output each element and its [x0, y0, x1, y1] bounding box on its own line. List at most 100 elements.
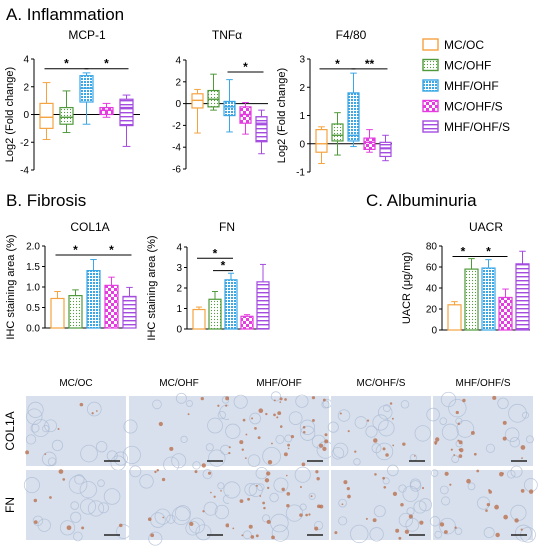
box-mc_ohf	[59, 106, 74, 125]
stain-spot	[398, 536, 402, 540]
y-tick-label: 2	[175, 77, 181, 88]
tissue-structure	[398, 484, 407, 493]
tissue-structure	[25, 434, 37, 445]
fn-bar-chart: FN IHC staining area (%) 4 3 2 1 0 **	[146, 220, 270, 341]
stain-spot	[118, 523, 123, 528]
y-tick-label: 2.0	[26, 242, 40, 253]
micrograph-panel	[229, 396, 329, 466]
y-tick-label: 0.5	[26, 303, 40, 314]
tissue-structure	[186, 400, 193, 407]
stain-spot	[244, 457, 247, 460]
tissue-structure	[440, 391, 457, 408]
stain-spot	[311, 396, 316, 400]
stain-spot	[267, 459, 273, 465]
stain-spot	[502, 472, 504, 475]
legend-swatch	[422, 79, 439, 92]
stain-spot	[250, 535, 255, 539]
y-tick-label: 2	[299, 83, 305, 94]
tissue-structure	[294, 466, 311, 483]
stain-spot	[239, 499, 244, 503]
stain-spot	[395, 528, 400, 533]
y-tick-label: 40	[426, 284, 438, 295]
tissue-structure	[483, 527, 495, 539]
stain-spot	[228, 452, 231, 455]
bar-mc_ohf	[208, 298, 222, 330]
chart-title: F4/80	[336, 28, 367, 42]
legend-swatch	[422, 120, 439, 133]
micrograph-column-label: MC/OHF/S	[357, 378, 406, 389]
box-mc_ohf	[331, 123, 344, 142]
bar-mc_ohf_s	[104, 284, 119, 329]
stain-spot	[324, 433, 328, 437]
stain-spot	[324, 439, 329, 444]
tissue-structure	[41, 451, 57, 467]
micrograph-row-label: FN	[3, 497, 17, 513]
stain-spot	[459, 448, 464, 453]
tissue-structure	[314, 520, 324, 531]
stain-spot	[314, 526, 319, 531]
tissue-structure	[387, 464, 399, 477]
stain-spot	[408, 514, 413, 519]
stain-spot	[158, 421, 163, 427]
y-tick-label: 1.5	[26, 262, 40, 273]
y-tick-label: -4	[172, 143, 181, 154]
micrograph-column-label: MC/OC	[59, 378, 92, 389]
significance-star: *	[486, 245, 491, 259]
micrograph-panel	[229, 470, 329, 540]
tissue-structure	[485, 443, 496, 453]
stain-spot	[439, 522, 445, 527]
box-mhf_ohf_s	[119, 98, 134, 127]
stain-spot	[210, 491, 212, 494]
stain-spot	[287, 447, 290, 450]
tissue-structure	[180, 435, 188, 443]
stain-spot	[308, 513, 311, 516]
y-tick-label: 0.0	[26, 324, 40, 335]
stain-spot	[245, 433, 248, 436]
stain-spot	[341, 503, 344, 506]
tissue-structure	[338, 498, 347, 508]
tissue-structure	[402, 485, 419, 502]
stain-spot	[443, 530, 448, 534]
bar-mc_ohf	[464, 268, 479, 331]
legend-swatch	[422, 99, 439, 113]
stain-spot	[95, 410, 98, 412]
y-tick-label: 0	[299, 139, 305, 150]
tissue-structure	[113, 451, 128, 466]
tissue-structure	[207, 417, 223, 434]
stain-spot	[476, 469, 480, 473]
stain-spot	[286, 503, 290, 508]
box-mhf_ohf	[223, 100, 236, 117]
stain-spot	[435, 437, 440, 442]
stain-spot	[57, 428, 60, 431]
stain-spot	[162, 516, 165, 519]
tissue-structure	[369, 527, 384, 542]
tissue-structure	[273, 477, 289, 493]
stain-spot	[486, 502, 491, 507]
tissue-structure	[375, 442, 394, 461]
y-tick-label: -6	[172, 165, 181, 176]
stain-spot	[383, 485, 387, 489]
stain-spot	[372, 518, 377, 523]
stain-spot	[457, 439, 460, 442]
y-tick-label: 3	[299, 55, 305, 66]
tissue-structure	[248, 482, 263, 498]
stain-spot	[392, 491, 398, 497]
micrograph-panel	[433, 470, 533, 540]
y-tick-label: 1	[176, 304, 182, 315]
stain-spot	[457, 422, 460, 426]
stain-spot	[225, 404, 228, 407]
micrograph-column-label: MC/OHF	[159, 378, 198, 389]
bar-mc_oc	[192, 308, 206, 330]
micrograph-grid: MC/OC MC/OHF MHF/OHF MC/OHF/S MHF/OHF/S COL1A…	[3, 378, 538, 546]
stain-spot	[382, 476, 385, 480]
tissue-structure	[23, 477, 41, 494]
tissue-structure	[42, 424, 50, 433]
bar-mc_ohf_s	[240, 315, 254, 330]
micrograph-row-label: COL1A	[3, 411, 17, 450]
tissue-structure	[508, 403, 527, 423]
stain-spot	[444, 471, 449, 476]
stain-spot	[255, 534, 259, 538]
stain-spot	[58, 469, 64, 474]
tissue-structure	[87, 500, 105, 517]
